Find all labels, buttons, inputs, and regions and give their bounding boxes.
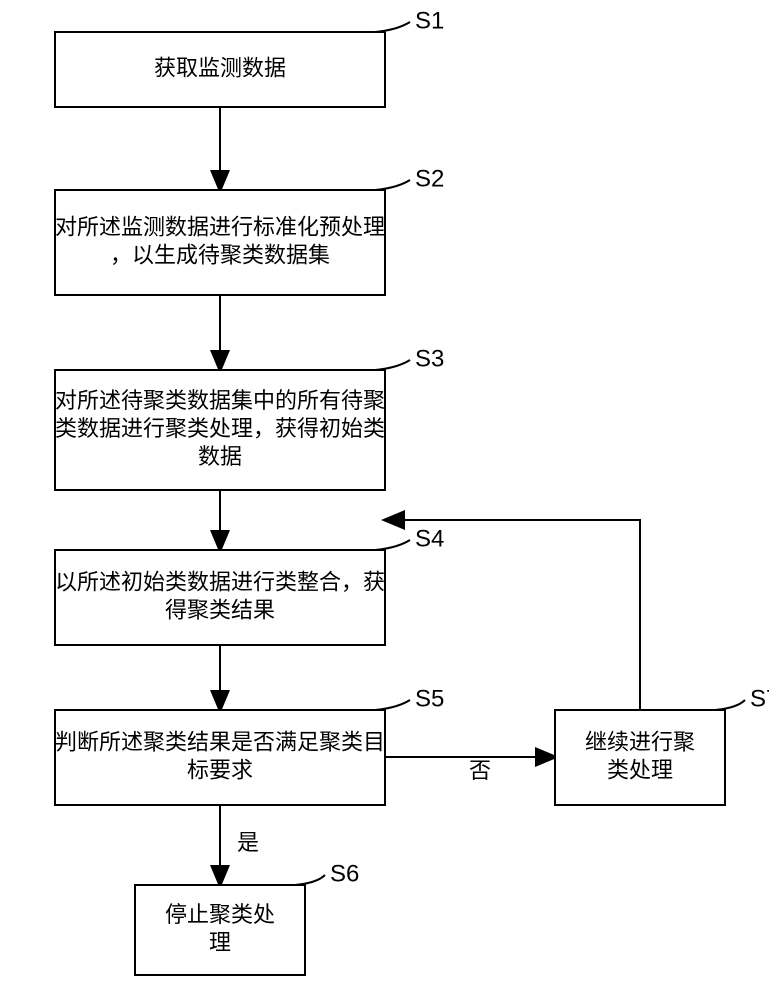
edge-label-s5-s6: 是 [237, 830, 259, 855]
node-text-s5-1: 标要求 [187, 757, 253, 782]
step-connector-s6 [295, 875, 325, 885]
edge-label-s5-s7: 否 [469, 758, 491, 783]
node-text-s3-2: 数据 [198, 444, 242, 469]
node-text-s7-1: 类处理 [607, 757, 673, 782]
step-connector-s5 [375, 700, 410, 710]
step-connector-s1 [375, 22, 410, 32]
node-text-s6-0: 停止聚类处 [165, 902, 275, 927]
step-connector-s2 [375, 180, 410, 190]
step-label-s4: S4 [415, 525, 444, 552]
node-text-s6-1: 理 [209, 930, 231, 955]
step-label-s2: S2 [415, 165, 444, 192]
node-text-s7-0: 继续进行聚 [585, 729, 695, 754]
node-text-s3-1: 类数据进行聚类处理，获得初始类 [55, 416, 385, 441]
step-connector-s4 [375, 540, 410, 550]
node-text-s3-0: 对所述待聚类数据集中的所有待聚 [55, 388, 385, 413]
node-text-s5-0: 判断所述聚类结果是否满足聚类目 [55, 729, 385, 754]
step-connector-s3 [375, 360, 410, 370]
step-label-s5: S5 [415, 685, 444, 712]
step-connector-s7 [715, 700, 745, 710]
node-text-s2-1: ，以生成待聚类数据集 [110, 242, 330, 267]
node-text-s1-0: 获取监测数据 [154, 55, 286, 80]
node-text-s4-0: 以所述初始类数据进行类整合，获 [55, 569, 385, 594]
step-label-s7: S7 [750, 685, 769, 712]
step-label-s6: S6 [330, 860, 359, 887]
flowchart: 是 否 获取监测数据 S1 对所述监测数据进行标准化预处理 ，以生成待聚类数据集 S2 对所述… [0, 0, 769, 1000]
node-text-s2-0: 对所述监测数据进行标准化预处理 [55, 214, 385, 239]
step-label-s3: S3 [415, 345, 444, 372]
step-label-s1: S1 [415, 7, 444, 34]
node-text-s4-1: 得聚类结果 [165, 597, 275, 622]
